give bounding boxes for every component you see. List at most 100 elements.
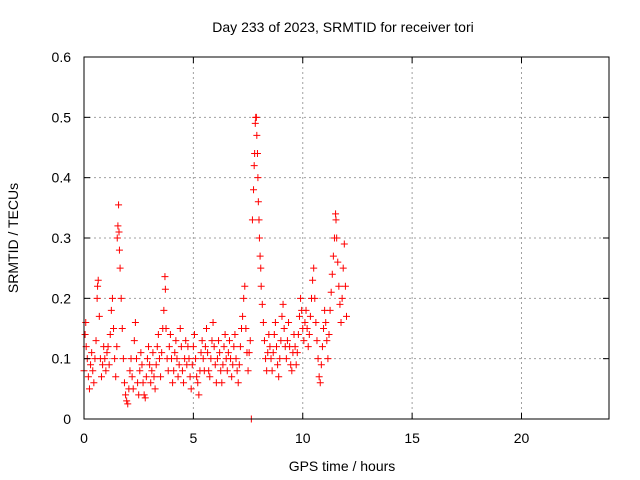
data-point bbox=[301, 318, 309, 326]
data-point bbox=[197, 349, 205, 357]
data-point bbox=[340, 240, 348, 248]
data-point bbox=[332, 216, 340, 224]
data-point bbox=[232, 355, 240, 363]
data-point bbox=[115, 201, 123, 209]
data-point bbox=[180, 379, 188, 387]
data-point bbox=[176, 325, 184, 332]
data-point bbox=[137, 349, 145, 357]
data-point bbox=[155, 355, 163, 363]
data-point bbox=[223, 367, 231, 375]
data-point bbox=[93, 294, 101, 302]
data-point bbox=[322, 318, 330, 326]
data-point bbox=[98, 373, 105, 381]
data-point bbox=[123, 397, 131, 405]
data-point bbox=[291, 343, 299, 351]
data-point bbox=[341, 282, 349, 290]
data-point bbox=[266, 343, 274, 351]
data-point bbox=[273, 343, 280, 351]
data-point bbox=[257, 282, 265, 290]
data-point bbox=[172, 337, 180, 345]
data-point bbox=[157, 373, 165, 381]
data-point bbox=[89, 367, 97, 375]
data-point bbox=[256, 252, 264, 260]
y-tick-label: 0.5 bbox=[52, 109, 72, 125]
data-point bbox=[257, 264, 265, 272]
data-point bbox=[95, 312, 103, 320]
data-point bbox=[147, 379, 155, 387]
data-point bbox=[153, 343, 161, 351]
data-point bbox=[151, 385, 159, 393]
data-point bbox=[236, 343, 244, 351]
data-point bbox=[118, 325, 126, 332]
data-point bbox=[280, 325, 288, 332]
data-point bbox=[334, 258, 342, 266]
data-point bbox=[303, 325, 311, 332]
data-point bbox=[199, 355, 207, 363]
data-point bbox=[269, 349, 277, 357]
data-point bbox=[193, 373, 201, 381]
data-point bbox=[113, 343, 121, 351]
data-point bbox=[295, 312, 303, 320]
data-point bbox=[270, 331, 278, 339]
data-point bbox=[337, 318, 345, 326]
data-point bbox=[294, 331, 302, 339]
data-point bbox=[173, 355, 181, 363]
data-point bbox=[325, 331, 333, 339]
data-point bbox=[302, 306, 310, 314]
data-point bbox=[158, 349, 166, 357]
data-point bbox=[204, 349, 212, 357]
data-point bbox=[230, 343, 238, 351]
data-point bbox=[326, 306, 334, 314]
data-point bbox=[206, 373, 214, 381]
data-point bbox=[116, 264, 124, 272]
data-point bbox=[241, 282, 249, 290]
data-point bbox=[112, 373, 120, 381]
data-point bbox=[120, 379, 128, 387]
data-point bbox=[314, 355, 322, 363]
data-point bbox=[145, 343, 153, 351]
data-point bbox=[253, 131, 261, 139]
data-point bbox=[149, 349, 157, 357]
data-point bbox=[141, 394, 149, 402]
data-point bbox=[315, 373, 323, 381]
data-point bbox=[250, 162, 258, 170]
data-point bbox=[320, 325, 328, 332]
data-point bbox=[154, 331, 162, 339]
data-point bbox=[81, 331, 89, 339]
data-point bbox=[152, 361, 160, 369]
data-point bbox=[329, 252, 337, 260]
data-point bbox=[335, 282, 343, 290]
data-point bbox=[217, 367, 225, 375]
data-point bbox=[143, 355, 151, 363]
data-point bbox=[304, 343, 312, 351]
data-point bbox=[255, 216, 263, 224]
data-point bbox=[313, 337, 321, 345]
data-point bbox=[87, 361, 95, 369]
data-point bbox=[114, 222, 122, 230]
data-point bbox=[160, 306, 168, 314]
x-tick-label: 5 bbox=[189, 430, 197, 446]
x-axis-label: GPS time / hours bbox=[289, 458, 396, 474]
data-point bbox=[283, 337, 291, 345]
data-point bbox=[279, 300, 287, 308]
data-point bbox=[182, 337, 190, 345]
data-point bbox=[242, 325, 250, 332]
data-point bbox=[259, 318, 267, 326]
data-point bbox=[311, 294, 319, 302]
y-tick-label: 0.2 bbox=[52, 290, 72, 306]
data-point bbox=[85, 385, 93, 393]
data-point bbox=[94, 276, 102, 284]
data-point bbox=[195, 391, 203, 399]
data-point bbox=[268, 367, 276, 375]
data-point bbox=[297, 294, 305, 302]
data-point bbox=[177, 343, 185, 351]
data-point bbox=[277, 337, 285, 345]
data-point bbox=[133, 355, 140, 363]
data-point bbox=[252, 113, 260, 121]
data-point bbox=[316, 379, 324, 387]
y-tick-label: 0.4 bbox=[52, 170, 72, 186]
data-point bbox=[115, 246, 123, 254]
data-point bbox=[122, 391, 130, 399]
data-point bbox=[220, 343, 228, 351]
